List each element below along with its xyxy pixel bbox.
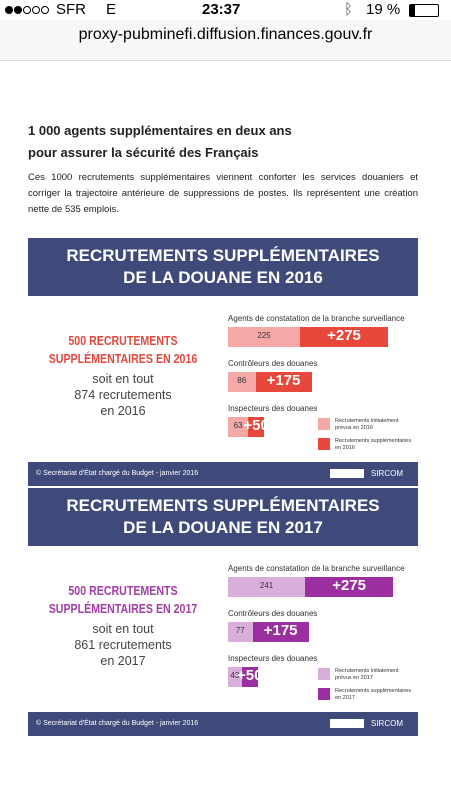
- banner: RECRUTEMENTS SUPPLÉMENTAIRES DE LA DOUANE…: [28, 488, 418, 546]
- bar-additional: [241, 667, 258, 687]
- bar-label: Agents de constatation de la branche sur…: [228, 314, 405, 323]
- legend-swatch: [318, 688, 330, 700]
- footer: © Secrétariat d'État chargé du Budget - …: [28, 712, 418, 736]
- headline-line: 500 RECRUTEMENTS: [68, 334, 178, 348]
- sub-line: soit en tout: [92, 622, 154, 636]
- legend-swatch: [318, 668, 330, 680]
- additional-label: +275: [327, 327, 361, 344]
- sub-line: en 2017: [100, 654, 146, 668]
- bar-additional: [255, 372, 312, 392]
- initial-label: 77: [235, 626, 245, 635]
- bar-additional: [300, 327, 388, 347]
- bar-initial: [228, 667, 242, 687]
- legend-label: Recrutements supplémentaires en 2016: [335, 438, 412, 451]
- banner-line: DE LA DOUANE EN 2017: [123, 518, 323, 537]
- legend-label: Recrutements supplémentaires en 2017: [335, 688, 412, 701]
- time: 23:37: [202, 1, 241, 18]
- title-line: pour assurer la sécurité des Français: [28, 145, 259, 160]
- article-title: 1 000 agents supplémentaires en deux ans…: [28, 120, 292, 164]
- bar-initial: [228, 577, 306, 597]
- sub-line: en 2016: [100, 404, 146, 418]
- infographic: RECRUTEMENTS SUPPLÉMENTAIRES DE LA DOUANE…: [28, 488, 418, 736]
- bar-additional: [252, 622, 309, 642]
- url-bar[interactable]: proxy-pubminefi.diffusion.finances.gouv.…: [0, 20, 451, 61]
- initial-label: 86: [237, 376, 247, 385]
- footer: © Secrétariat d'État chargé du Budget - …: [28, 462, 418, 486]
- url[interactable]: proxy-pubminefi.diffusion.finances.gouv.…: [78, 26, 373, 43]
- initial-label: 63: [233, 421, 243, 430]
- battery-level: 19 %: [366, 1, 401, 18]
- bar-label: Contrôleurs des douanes: [228, 359, 318, 368]
- bar-additional: [248, 417, 265, 437]
- bar-label: Inspecteurs des douanes: [228, 654, 318, 663]
- additional-label: +50: [243, 417, 269, 434]
- bar-initial: [228, 327, 300, 347]
- legend-label: Recrutements initialement prévus en 2017: [335, 668, 399, 681]
- sub-line: 861 recrutements: [74, 638, 172, 652]
- bar-initial: [228, 372, 256, 392]
- banner-line: RECRUTEMENTS SUPPLÉMENTAIRES: [66, 246, 380, 265]
- bar-initial: [228, 622, 253, 642]
- legend-label: Recrutements initialement prévus en 2016: [335, 418, 399, 431]
- banner: RECRUTEMENTS SUPPLÉMENTAIRES DE LA DOUANE…: [28, 238, 418, 296]
- infographic: RECRUTEMENTS SUPPLÉMENTAIRES DE LA DOUANE…: [28, 238, 418, 486]
- license-icon: [330, 469, 364, 478]
- battery-icon: [409, 4, 439, 17]
- initial-label: 43: [230, 671, 240, 680]
- article-paragraph: Ces 1000 recrutements supplémentaires vi…: [28, 172, 418, 215]
- license-icon: [330, 719, 364, 728]
- badge: SIRCOM: [371, 469, 403, 478]
- legend-swatch: [318, 418, 330, 430]
- carrier: SFR: [56, 1, 86, 18]
- headline-line: SUPPLÉMENTAIRES EN 2016: [48, 352, 198, 366]
- banner-line: RECRUTEMENTS SUPPLÉMENTAIRES: [66, 496, 380, 515]
- sub-line: soit en tout: [92, 372, 154, 386]
- bar-initial: [228, 417, 249, 437]
- initial-label: 225: [257, 331, 271, 340]
- status-bar: SFR E 23:37 ᛒ 19 %: [0, 0, 451, 20]
- bar-label: Inspecteurs des douanes: [228, 404, 318, 413]
- additional-label: +175: [263, 622, 298, 639]
- badge: SIRCOM: [371, 719, 403, 728]
- bluetooth-icon: ᛒ: [344, 1, 354, 18]
- footer-text: © Secrétariat d'État chargé du Budget - …: [36, 720, 199, 727]
- network: E: [106, 1, 117, 18]
- headline-line: SUPPLÉMENTAIRES EN 2017: [48, 602, 198, 616]
- legend-swatch: [318, 438, 330, 450]
- additional-label: +50: [237, 667, 263, 684]
- signal-dots: [5, 6, 49, 14]
- bar-additional: [305, 577, 394, 597]
- additional-label: +275: [332, 577, 366, 594]
- footer-text: © Secrétariat d'État chargé du Budget - …: [36, 470, 199, 477]
- bar-label: Agents de constatation de la branche sur…: [228, 564, 405, 573]
- bar-label: Contrôleurs des douanes: [228, 609, 318, 618]
- title-line: 1 000 agents supplémentaires en deux ans: [28, 123, 292, 138]
- additional-label: +175: [266, 372, 301, 389]
- headline-line: 500 RECRUTEMENTS: [68, 584, 178, 598]
- initial-label: 241: [259, 581, 274, 590]
- banner-line: DE LA DOUANE EN 2016: [123, 268, 323, 287]
- sub-line: 874 recrutements: [74, 388, 172, 402]
